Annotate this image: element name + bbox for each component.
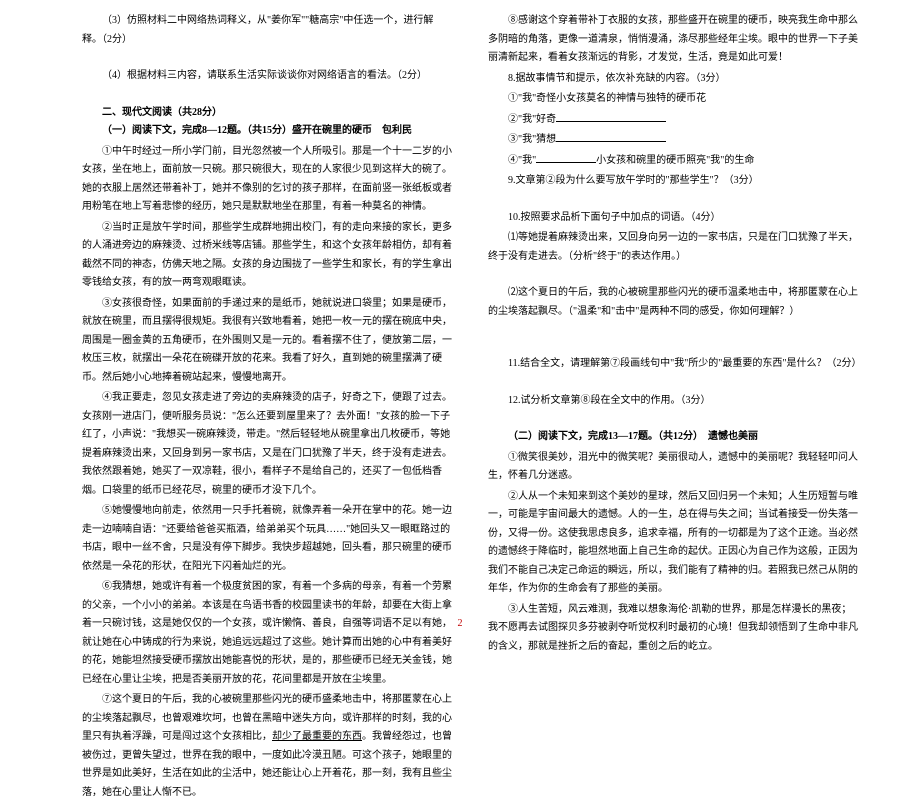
r1: ①微笑很美妙，泪光中的微笑呢？美丽很动人，遗憾中的美丽呢？我轻轻叩问人生，怀着几… xyxy=(488,449,858,486)
q8-1: ①"我"奇怪小女孩莫名的神情与独特的硬币花 xyxy=(488,90,858,109)
r2: ②人从一个未知来到这个美妙的星球，然后又回归另一个未知；人生历短暂与唯一，可能是… xyxy=(488,488,858,599)
p1: ①中午时经过一所小学门前，目光忽然被一个人所吸引。那是一个十一二岁的小女孩，坐在… xyxy=(82,143,452,217)
q10-2: ⑵这个夏日的午后，我的心被碗里那些闪光的硬币温柔地击中，将那匿蒙在心上的尘埃落起… xyxy=(488,284,858,321)
p2: ②当时正是放午学时间，那些学生成群地拥出校门，有的走向来接的家长，更多的人涌进旁… xyxy=(82,219,452,293)
q9: 9.文章第②段为什么要写放午学时的"那些学生"？（3分） xyxy=(488,172,858,191)
q8-2-blank[interactable] xyxy=(556,112,666,122)
p7: ⑦这个夏日的午后，我的心被碗里那些闪光的硬币盛柔地击中，将那匿蒙在心上的尘埃落起… xyxy=(82,691,452,802)
q8-3-blank[interactable] xyxy=(556,132,666,142)
q3-text: （3）仿照材料二中网络热词释义，从"姜你军""糖高宗"中任选一个，进行解释。（2… xyxy=(82,12,452,49)
p3: ③女孩很奇怪，如果面前的手递过来的是纸币，她就说进口袋里；如果是硬币，就放在碗里… xyxy=(82,295,452,388)
q11: 11.结合全文，请理解第⑦段画线句中"我"所少的"最重要的东西"是什么？（2分） xyxy=(488,355,858,374)
r3: ③人生苦短，风云难测，我难以想象海伦·凯勒的世界，那是怎样漫长的黑夜；我不愿再去… xyxy=(488,601,858,657)
p6: ⑥我猜想，她或许有着一个极度贫困的家，有着一个多病的母亲，有着一个劳累的父亲，一… xyxy=(82,578,452,689)
page-number: 2 xyxy=(458,615,463,634)
sub1-title-b: 盛开在碗里的硬币 包利民 xyxy=(292,125,412,136)
q8-4: ④"我" 小女孩和碗里的硬币照亮"我"的生命 xyxy=(488,152,858,171)
q8-4-label: ④"我" xyxy=(508,155,536,166)
q8: 8.据故事情节和提示，依次补充缺的内容。（3分） xyxy=(488,70,858,89)
q8-4-blank[interactable] xyxy=(536,153,596,163)
p5: ⑤她慢慢地向前走，依然用一只手托着碗，就像弄着一朵开在掌中的花。她一边走一边喃喃… xyxy=(82,502,452,576)
q10-1: ⑴等她提着麻辣烫出来，又回身向另一边的一家书店，只是在门口犹豫了半天，终于没有走… xyxy=(488,229,858,266)
p8: ⑧感谢这个穿着带补丁衣服的女孩，那些盛开在碗里的硬币，映亮我生命中那么多阴暗的角… xyxy=(488,12,858,68)
sub2-title-a: （二）阅读下文，完成13—17题。（共12分） xyxy=(508,431,698,442)
q8-2-label: ②"我"好奇 xyxy=(508,114,556,125)
sub1-title: （一）阅读下文，完成8—12题。（共15分）盛开在碗里的硬币 包利民 xyxy=(82,122,452,141)
q4-text: （4）根据材料三内容，请联系生活实际谈谈你对网络语言的看法。（2分） xyxy=(82,67,452,86)
p4: ④我正要走，忽见女孩走进了旁边的卖麻辣烫的店子，好奇之下，便跟了过去。女孩刚一进… xyxy=(82,389,452,500)
q8-3: ③"我"猜想 xyxy=(488,131,858,150)
sub1-title-a: （一）阅读下文，完成8—12题。（共15分） xyxy=(102,125,292,136)
sub2-title: （二）阅读下文，完成13—17题。（共12分） 遗憾也美丽 xyxy=(488,428,858,447)
q8-3-label: ③"我"猜想 xyxy=(508,134,556,145)
q10: 10.按照要求品析下面句子中加点的词语。（4分） xyxy=(488,209,858,228)
section-2-title: 二、现代文阅读（共28分） xyxy=(82,104,452,123)
q8-2: ②"我"好奇 xyxy=(488,111,858,130)
q8-4-tail: 小女孩和碗里的硬币照亮"我"的生命 xyxy=(596,155,754,166)
sub2-title-b: 遗憾也美丽 xyxy=(708,431,758,442)
q12: 12.试分析文章第⑧段在全文中的作用。（3分） xyxy=(488,392,858,411)
p7-underline: 却少了最重要的东西 xyxy=(272,731,362,742)
